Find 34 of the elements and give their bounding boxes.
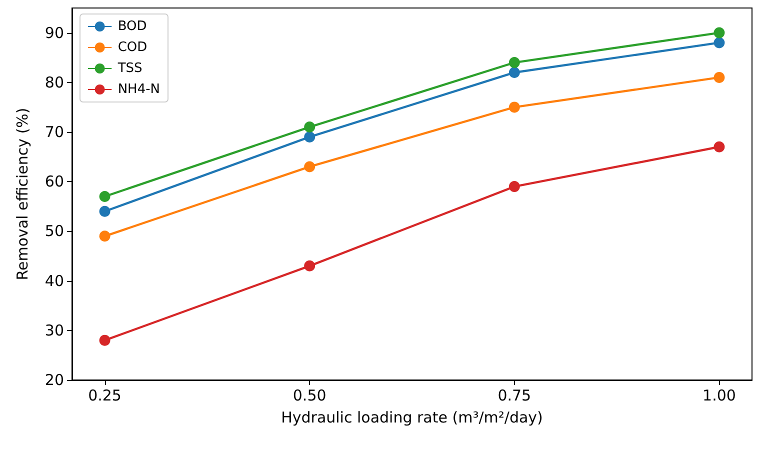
point	[508, 66, 520, 78]
point	[304, 161, 316, 172]
x-tick-label: 0.25	[88, 386, 122, 404]
x-tick-label: 0.50	[292, 386, 326, 404]
point	[304, 131, 316, 142]
point	[304, 122, 316, 133]
point	[714, 72, 725, 83]
point	[508, 181, 520, 192]
legend-label: TSS	[116, 61, 142, 76]
y-tick-label: 20	[44, 371, 64, 389]
y-tick-label: 90	[44, 24, 64, 42]
y-tick-label: 30	[44, 321, 64, 340]
point	[508, 102, 520, 113]
y-tick-label: 60	[44, 172, 64, 191]
x-axis-title: Hydraulic loading rate (m³/m²/day)	[281, 408, 543, 426]
legend-label: NH4-N	[118, 82, 160, 97]
point	[99, 230, 110, 242]
point	[714, 27, 725, 38]
y-axis-title: Removal efficiency (%)	[14, 108, 32, 280]
x-tick-label: 1.00	[702, 386, 736, 404]
point	[714, 37, 725, 48]
y-tick-label: 70	[44, 123, 64, 141]
x-tick-label: 0.75	[498, 386, 532, 404]
y-tick-label: 40	[44, 272, 64, 290]
point	[99, 190, 110, 202]
point	[99, 334, 110, 346]
legend-label: COD	[118, 40, 148, 55]
point	[99, 206, 110, 217]
legend-label: BOD	[118, 19, 147, 34]
point	[304, 260, 316, 272]
point	[508, 57, 520, 68]
point	[714, 141, 725, 152]
y-tick-label: 50	[44, 222, 64, 240]
y-tick-label: 80	[44, 73, 64, 92]
